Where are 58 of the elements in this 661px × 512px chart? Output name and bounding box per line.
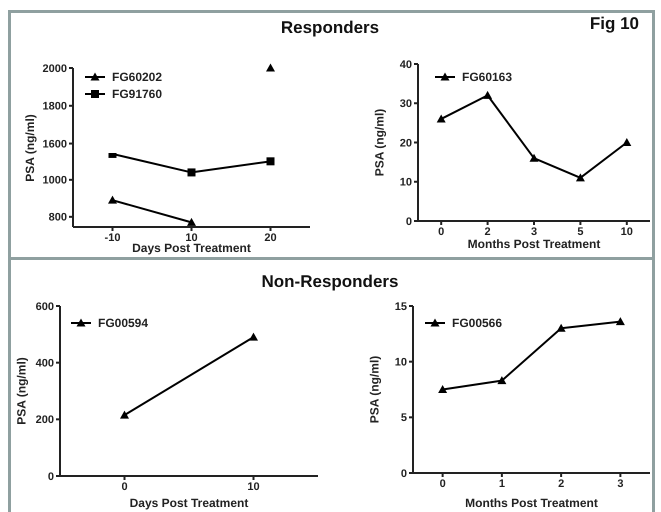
legend-label: FG91760 [112,86,162,100]
x-tick-label: 10 [620,226,633,238]
y-tick-label: 600 [36,300,54,313]
x-tick-label: 20 [264,232,277,244]
y-tick-label: 400 [36,358,54,370]
y-tick-label: 2000 [42,62,67,75]
point [436,114,446,122]
point [188,168,196,176]
point [576,173,585,182]
y-tick-label: 20 [400,137,412,150]
y-tick-label: 10 [394,356,407,369]
x-axis-title: Days Post Treatment [132,241,251,255]
point [556,324,566,332]
point [497,376,506,384]
x-axis-title: Days Post Treatment [130,496,248,510]
x-tick-label: 2 [558,478,564,490]
y-tick-label: 15 [394,300,407,313]
y-tick-label: 10 [400,176,412,189]
point [622,138,632,146]
x-tick-label: 0 [438,226,444,238]
y-tick-label: 800 [48,212,67,224]
point [530,154,538,162]
y-tick-label: 40 [400,58,412,71]
x-axis-title: Months Post Treatment [468,237,600,251]
point [266,157,274,166]
point [438,385,448,393]
x-tick-label: -10 [104,232,120,244]
x-tick-label: 5 [577,226,584,238]
x-axis-title: Months Post Treatment [465,496,598,510]
y-tick-label: 0 [406,216,412,228]
x-tick-label: 0 [440,478,446,490]
chart-title: Responders [280,18,380,38]
x-tick-label: 3 [617,478,624,490]
y-tick-label: 30 [400,98,412,110]
chart-title: Non-Responders [260,272,400,292]
x-tick-label: 2 [484,226,491,238]
x-tick-label: 1 [498,478,505,490]
legend-label: FG00594 [98,316,148,330]
y-tick-label: 1000 [42,174,67,187]
x-tick-label: 10 [185,232,198,244]
x-tick-label: 10 [247,480,260,493]
legend-label: FG60163 [462,70,512,84]
x-tick-label: 0 [121,480,128,493]
y-tick-label: 0 [400,468,407,480]
y-tick-label: 200 [36,414,54,426]
y-axis-title: PSA (ng/ml) [367,356,382,424]
y-tick-label: 5 [400,412,407,424]
y-axis-title: PSA (ng/ml) [23,114,37,182]
point [616,317,625,326]
y-tick-label: 1600 [42,138,67,150]
y-tick-label: 1800 [42,100,67,113]
y-axis-title: PSA (ng/ml) [14,357,28,425]
y-axis-title: PSA (ng/ml) [372,108,386,176]
point [483,90,492,99]
caption: Fig 10 [590,14,639,34]
legend-label: FG00566 [452,316,502,330]
legend-label: FG60202 [112,70,162,84]
x-tick-label: 3 [530,226,538,238]
